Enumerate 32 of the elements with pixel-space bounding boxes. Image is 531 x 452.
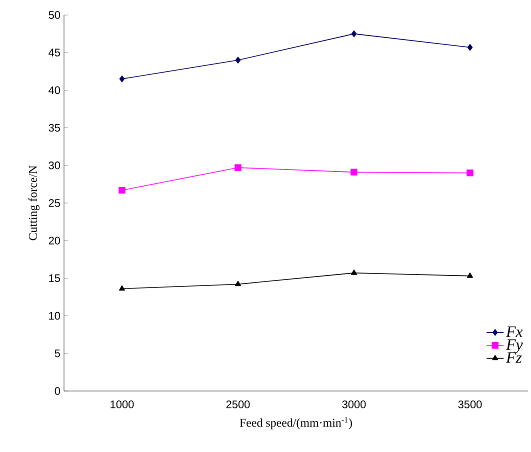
point (466, 170, 474, 176)
y-tick-label: 40 (48, 86, 60, 94)
point (467, 272, 473, 278)
legend-label: Fy (506, 339, 523, 354)
y-tick-label: 15 (49, 274, 60, 282)
x-tick-label: 2500 (226, 400, 250, 408)
y-tick-label: 10 (49, 312, 60, 320)
y-axis-title: Cutting force/N (28, 166, 40, 240)
point (234, 164, 242, 172)
x-axis-title: Feed speed/(mm·min$^{-1}$) (240, 417, 352, 430)
point (351, 270, 357, 275)
y-tick-label: 20 (48, 236, 60, 244)
point (119, 285, 125, 291)
y-tick-label: 30 (48, 162, 60, 170)
point (235, 56, 241, 64)
point (119, 76, 125, 82)
legend-label: Fz (506, 352, 522, 363)
point (350, 168, 358, 176)
point (467, 44, 473, 51)
point (118, 186, 126, 194)
y-tick-label: 50 (48, 11, 60, 19)
x-tick-label: 3500 (458, 400, 482, 408)
x-tick-label: 3000 (342, 400, 366, 408)
y-tick-label: 35 (48, 124, 60, 132)
y-tick-label: 5 (54, 350, 60, 358)
y-tick-label: 25 (48, 199, 60, 207)
y-tick-label: 0 (54, 387, 60, 395)
legend-label: Fx (506, 326, 523, 337)
y-tick-label: 45 (48, 48, 60, 56)
point (351, 30, 357, 38)
x-tick-label: 1000 (110, 400, 134, 408)
point (235, 280, 241, 286)
